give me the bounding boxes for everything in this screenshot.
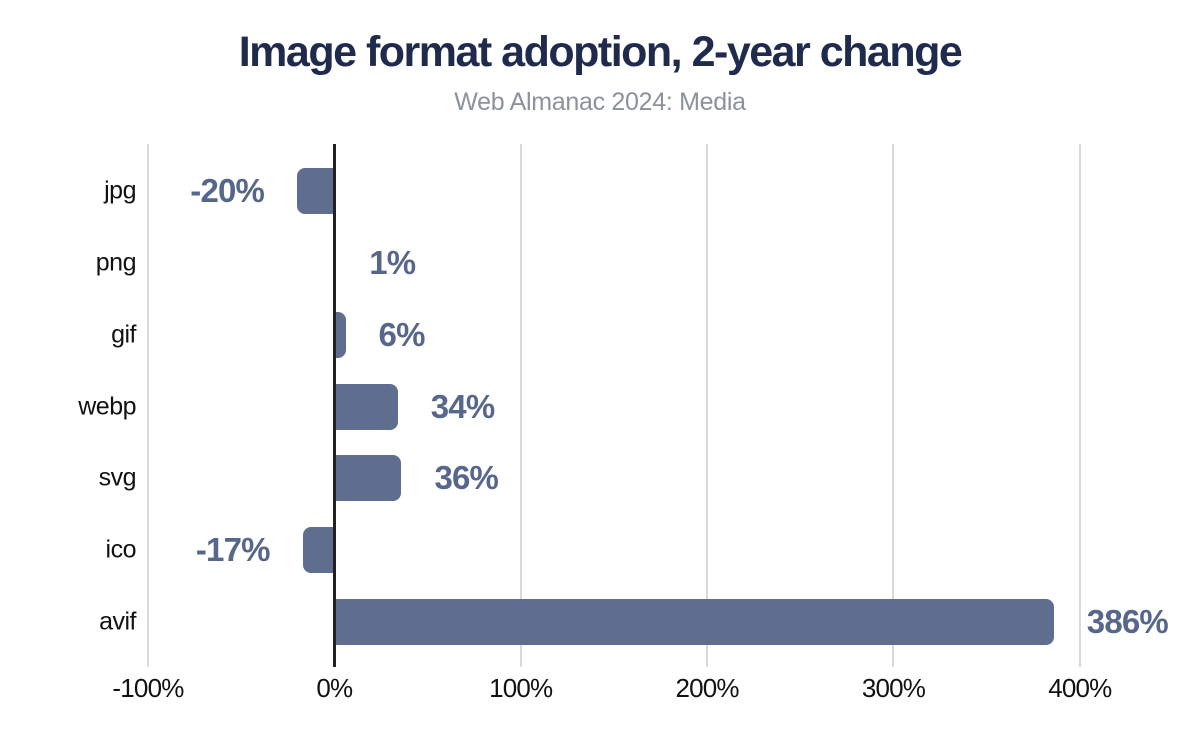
gridline-300pct — [892, 144, 895, 667]
zero-axis-line — [332, 144, 336, 667]
x-tick-label-0pct: 0% — [316, 673, 353, 703]
gridline-400pct — [1078, 144, 1081, 667]
value-label-avif: 386% — [1086, 603, 1169, 641]
category-label-jpg: jpg — [104, 176, 136, 205]
bar-jpg[interactable] — [297, 167, 335, 214]
gridline-100pct — [519, 144, 522, 667]
category-label-gif: gif — [111, 320, 136, 349]
chart-title: Image format adoption, 2-year change — [238, 28, 963, 76]
x-tick-label-400pct: 400% — [1048, 673, 1112, 703]
category-label-ico: ico — [105, 535, 137, 564]
bar-ico[interactable] — [302, 527, 335, 574]
category-label-webp: webp — [78, 392, 136, 420]
value-label-jpg: -20% — [190, 171, 265, 209]
value-label-svg: 36% — [434, 459, 499, 497]
chart-subtitle: Web Almanac 2024: Media — [454, 88, 746, 116]
category-label-svg: svg — [98, 463, 137, 492]
category-label-png: png — [95, 248, 137, 277]
value-label-gif: 6% — [378, 315, 426, 353]
value-label-png: 1% — [369, 243, 416, 281]
gridline-neg100pct — [147, 144, 149, 667]
value-label-ico: -17% — [195, 531, 271, 569]
bar-webp[interactable] — [334, 383, 398, 430]
gridline-200pct — [706, 144, 709, 667]
value-label-webp: 34% — [430, 387, 495, 425]
bar-svg[interactable] — [334, 455, 402, 502]
bar-gif[interactable] — [334, 311, 346, 358]
x-tick-label-200pct: 200% — [675, 673, 739, 703]
x-tick-label-100pct: 100% — [489, 673, 553, 703]
x-tick-label-neg100pct: -100% — [112, 673, 184, 703]
category-label-avif: avif — [99, 607, 136, 636]
x-tick-label-300pct: 300% — [861, 673, 926, 703]
bar-avif[interactable] — [334, 599, 1054, 646]
